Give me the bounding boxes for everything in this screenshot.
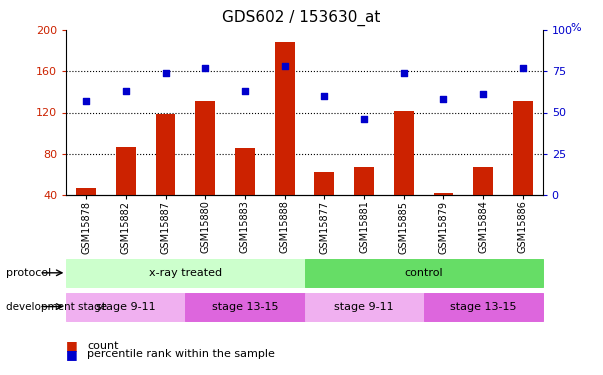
Point xyxy=(320,93,329,99)
Text: percentile rank within the sample: percentile rank within the sample xyxy=(87,350,276,359)
Point xyxy=(280,63,289,69)
Bar xyxy=(434,193,453,236)
Bar xyxy=(354,167,374,236)
Point xyxy=(200,65,210,71)
Bar xyxy=(314,172,334,236)
Y-axis label: %: % xyxy=(570,23,581,33)
Text: ■: ■ xyxy=(66,339,78,352)
Point xyxy=(121,88,131,94)
Point xyxy=(161,70,171,76)
Bar xyxy=(116,147,136,236)
Bar xyxy=(76,188,96,236)
Text: ■: ■ xyxy=(66,348,78,361)
Text: stage 13-15: stage 13-15 xyxy=(450,302,516,312)
Text: protocol: protocol xyxy=(6,268,51,278)
Point xyxy=(478,92,488,98)
Bar xyxy=(195,101,215,236)
Point xyxy=(359,116,369,122)
Point xyxy=(81,98,91,104)
Bar xyxy=(473,167,493,236)
Point xyxy=(399,70,409,76)
Point xyxy=(518,65,528,71)
Text: stage 9-11: stage 9-11 xyxy=(334,302,394,312)
Text: stage 9-11: stage 9-11 xyxy=(96,302,156,312)
Bar xyxy=(394,111,414,236)
Text: control: control xyxy=(404,268,443,278)
Text: x-ray treated: x-ray treated xyxy=(149,268,222,278)
Text: GDS602 / 153630_at: GDS602 / 153630_at xyxy=(223,9,380,26)
Bar xyxy=(513,101,533,236)
Text: stage 13-15: stage 13-15 xyxy=(212,302,278,312)
Point xyxy=(240,88,250,94)
Text: count: count xyxy=(87,341,119,351)
Point xyxy=(438,96,448,102)
Bar xyxy=(156,114,175,236)
Bar xyxy=(275,42,295,236)
Text: development stage: development stage xyxy=(6,302,107,312)
Bar xyxy=(235,148,255,236)
